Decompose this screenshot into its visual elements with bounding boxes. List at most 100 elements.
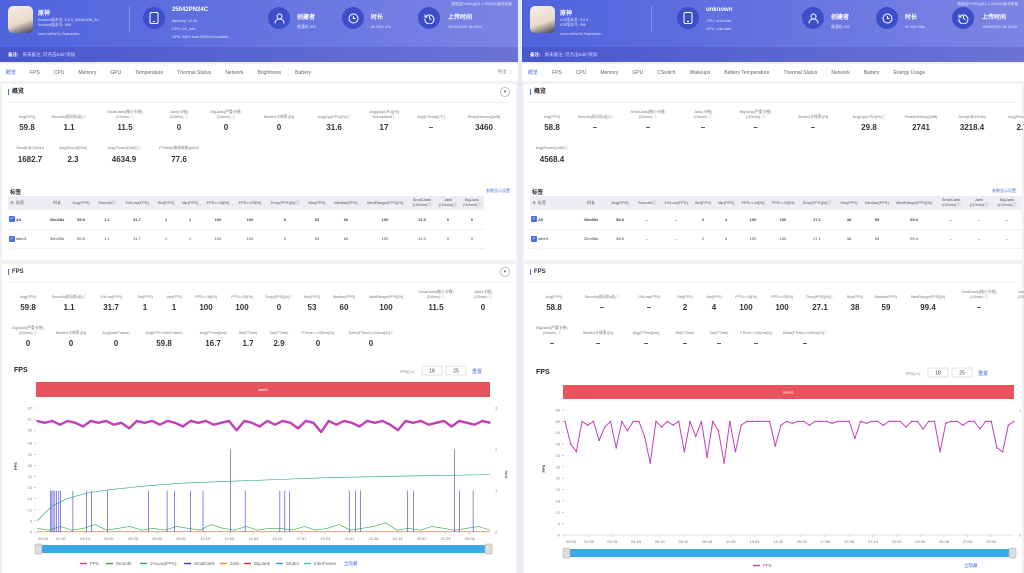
- collapse-toggle-icon[interactable]: ▾: [500, 87, 510, 97]
- threshold-input[interactable]: [421, 365, 443, 376]
- tab-item[interactable]: Brightness: [257, 69, 282, 76]
- slider-handle-right[interactable]: [484, 543, 493, 555]
- stat-label: Delta(FTime)>100ms[/h]ⓘ: [348, 330, 394, 335]
- slider-handle-right[interactable]: [1008, 547, 1017, 559]
- reset-button[interactable]: 重置: [472, 368, 482, 375]
- reset-button[interactable]: 重置: [978, 370, 988, 377]
- threshold-value[interactable]: 25: [453, 369, 459, 375]
- tab-item[interactable]: Network: [831, 69, 850, 76]
- tab-item[interactable]: CPU: [575, 69, 587, 76]
- export-button[interactable]: 导出 ⬚: [497, 69, 512, 74]
- legend-item[interactable]: SmallJank: [194, 561, 216, 566]
- tab-item[interactable]: Temperature: [135, 69, 164, 76]
- tab-item[interactable]: GPU: [632, 69, 644, 76]
- fps-point: [435, 422, 438, 424]
- legend-item[interactable]: Jank: [230, 561, 240, 566]
- tab-item[interactable]: CPU: [53, 69, 65, 76]
- fps-point: [443, 420, 445, 422]
- tab-item[interactable]: Thermal Status: [177, 69, 212, 76]
- legend-item[interactable]: FPS: [763, 563, 772, 568]
- threshold-value[interactable]: 18: [935, 371, 941, 377]
- slider-handle-left[interactable]: [34, 543, 43, 555]
- tab-item[interactable]: Thermal Status: [783, 69, 818, 76]
- threshold-value[interactable]: 18: [429, 369, 435, 375]
- row-checkbox[interactable]: ✓: [9, 235, 15, 242]
- fps-point: [151, 420, 153, 422]
- table-row[interactable]: ✓ label1 30m58s 58.8– –2 4 100 100 27.1 38 59 99.4–…: [530, 229, 1022, 249]
- tab-item[interactable]: Battery: [295, 69, 312, 76]
- fps-series: [564, 420, 1015, 464]
- note-row[interactable]: 备注: 尚未备注, 可点击Edit*添加: [0, 47, 518, 62]
- tab-item[interactable]: Battery Temperature: [724, 69, 770, 76]
- collapse-toggle-icon[interactable]: ▾: [500, 267, 510, 277]
- label-bar[interactable]: [563, 385, 1014, 399]
- row-checkbox[interactable]: ✓: [531, 235, 537, 242]
- legend-item[interactable]: FPS: [90, 561, 99, 566]
- row-checkbox[interactable]: ✓: [9, 216, 15, 223]
- threshold-input[interactable]: [951, 367, 973, 378]
- label-bar[interactable]: [36, 382, 490, 397]
- slider-handle-left[interactable]: [562, 547, 571, 559]
- tab-bar: 概览 FPS CPU Memory GPU CSwitch Wakeups Battery T…: [522, 64, 1024, 81]
- column-header: Std(FPS): [154, 196, 178, 210]
- stat-label: Stutter(卡顿率)[%]: [263, 114, 295, 119]
- tab-item[interactable]: Network: [225, 69, 244, 76]
- table-row[interactable]: ✓ All 30m28s 59.8 1.1 31.7 1 1 100 100 0 53 60 100 11.…: [8, 210, 484, 230]
- section-title: FPS: [8, 269, 24, 275]
- fps-point: [366, 420, 368, 422]
- package-name: com.miHoYo.Yuanshen: [560, 31, 602, 36]
- fps-point: [871, 420, 873, 423]
- stat-item: 1%Low(FPS) 31.7: [92, 290, 130, 313]
- tab-item[interactable]: 概览: [528, 70, 539, 76]
- tab-item[interactable]: FPS: [552, 69, 562, 76]
- table-row[interactable]: ✓ label1 30m28s 59.8 1.1 31.7 1 1 100 100 0 53 60 100…: [8, 229, 484, 249]
- report-panel-2: 原神 iOS版本名: 5.6.0 iOS版本号: 990 com.miHoYo.Y…: [522, 0, 1024, 573]
- settings-icon[interactable]: ⚙: [8, 196, 16, 210]
- tab-item[interactable]: 概览: [6, 70, 17, 76]
- stat-item: Stutter(卡顿率)[%] –: [572, 326, 624, 349]
- legend-item[interactable]: InterFrame: [314, 561, 337, 566]
- zoom-slider[interactable]: [565, 549, 1014, 557]
- legend-item[interactable]: BigJank: [254, 561, 271, 566]
- hide-all-button[interactable]: 全隐藏: [344, 560, 358, 567]
- y2-tick-label: 1: [495, 488, 498, 493]
- x-tick-label: 12:56: [224, 536, 235, 541]
- fps-point: [1001, 450, 1004, 453]
- stat-value: –: [716, 339, 722, 349]
- zoom-slider[interactable]: [37, 545, 490, 553]
- tab-item[interactable]: Wakeups: [689, 69, 711, 76]
- tab-item[interactable]: Battery: [863, 69, 880, 76]
- table-row[interactable]: ✓ All 30m58s 58.8– –2 4 100 100 27.1 38 59 99.4– – –: [530, 210, 1022, 230]
- threshold-input[interactable]: [927, 367, 949, 378]
- hide-all-button[interactable]: 全隐藏: [964, 562, 978, 569]
- legend-item[interactable]: Stutter: [286, 561, 300, 566]
- threshold-value[interactable]: 25: [959, 371, 965, 377]
- tab-item[interactable]: CSwitch: [657, 69, 676, 76]
- row-checkbox[interactable]: ✓: [531, 216, 537, 223]
- column-header: FPS>=18[%]: [202, 196, 234, 210]
- fps-point: [598, 439, 600, 442]
- fps-point: [819, 420, 822, 423]
- threshold-input[interactable]: [445, 365, 467, 376]
- settings-icon[interactable]: ⚙: [530, 196, 538, 210]
- tab-item[interactable]: Memory: [78, 69, 97, 76]
- tab-item[interactable]: Energy Usage: [893, 69, 926, 76]
- legend-item[interactable]: 1%Low(FPS): [150, 561, 177, 566]
- y-tick-label: 36: [28, 463, 33, 468]
- stat-item: MedRange(FPS)[%] 99.4: [902, 290, 954, 313]
- tab-item[interactable]: Memory: [600, 69, 619, 76]
- fps-point: [592, 420, 595, 423]
- note-row[interactable]: 备注: 尚未备注, 可点击Edit*添加: [522, 47, 1024, 62]
- column-settings-link[interactable]: 参数显示设置: [992, 188, 1016, 193]
- stat-label: Drop(FPS)[/h]ⓘ: [806, 294, 834, 299]
- legend-item[interactable]: Smooth: [116, 561, 132, 566]
- tab-item[interactable]: GPU: [110, 69, 122, 76]
- labels-title: 标签: [10, 190, 22, 196]
- stat-item: FPS>=25[%] 100: [764, 290, 800, 313]
- stat-label: SmallJank(微小卡顿) (/10min) ⓘ: [418, 290, 454, 299]
- column-settings-link[interactable]: 参数显示设置: [486, 188, 510, 193]
- stat-value: 4634.9: [111, 154, 137, 164]
- stat-label: Avg(AppCPU)[%]ⓘ: [852, 114, 886, 119]
- table-cell: 59.8: [68, 210, 94, 230]
- tab-item[interactable]: FPS: [30, 69, 40, 76]
